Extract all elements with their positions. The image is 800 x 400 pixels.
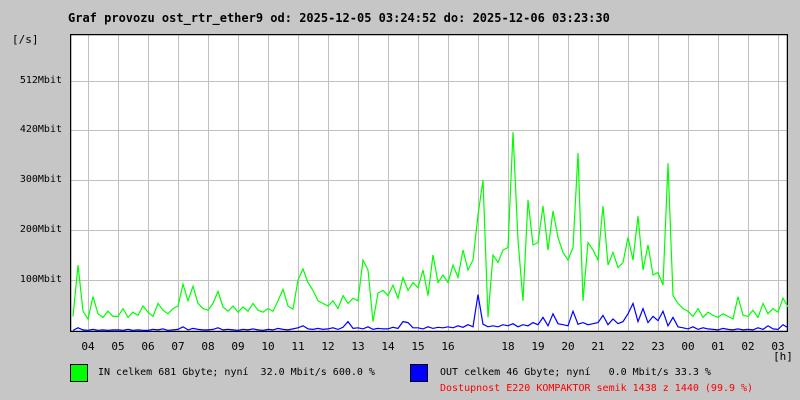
x-tick-label: 14	[381, 340, 395, 353]
x-tick-label: 21	[591, 340, 605, 353]
legend-in-swatch	[70, 364, 88, 382]
y-axis-tick-label-200: 200Mbit	[19, 224, 62, 235]
y-axis-tick-label-300: 300Mbit	[19, 174, 62, 185]
x-tick-label: 18	[501, 340, 515, 353]
y-axis-tick-label-100: 100Mbit	[19, 274, 62, 285]
traffic-chart-svg	[69, 33, 789, 333]
x-tick-label: 23	[651, 340, 665, 353]
out-series-line	[72, 294, 789, 332]
x-tick-label: 16	[441, 340, 455, 353]
x-tick-label: 15	[411, 340, 425, 353]
x-axis-labels: 04 05 06 07 08 09 10 11 12 13 14 15 16 18 19 20 21 22 23 00…	[0, 340, 800, 353]
x-tick-label: 04	[81, 340, 95, 353]
in-series-line	[72, 132, 789, 322]
x-tick-label: 06	[141, 340, 155, 353]
availability-text: Dostupnost E220 KOMPAKTOR semik 1438 z 1…	[440, 383, 754, 394]
x-tick-label: 22	[621, 340, 635, 353]
legend-in-label: IN celkem 681 Gbyte; nyní 32.0 Mbit/s 60…	[98, 367, 375, 378]
x-tick-label: 12	[321, 340, 335, 353]
x-tick-label: 09	[231, 340, 245, 353]
x-tick-label: 03	[771, 340, 785, 353]
legend-out-label: OUT celkem 46 Gbyte; nyní 0.0 Mbit/s 33.…	[440, 367, 711, 378]
x-tick-label: 05	[111, 340, 125, 353]
x-tick-label: 02	[741, 340, 755, 353]
y-axis-unit-label: [/s]	[12, 33, 39, 46]
y-axis-tick-label-420: 420Mbit	[19, 124, 62, 135]
x-tick-label: 19	[531, 340, 545, 353]
graph-title: Graf provozu ost_rtr_ether9 od: 2025-12-…	[68, 11, 610, 25]
legend-out-swatch	[410, 364, 428, 382]
x-tick-label: 11	[291, 340, 305, 353]
x-tick-label: 13	[351, 340, 365, 353]
x-tick-label: 08	[201, 340, 215, 353]
x-tick-label: 20	[561, 340, 575, 353]
x-tick-label: 01	[711, 340, 725, 353]
x-tick-label: 00	[681, 340, 695, 353]
plot-border	[69, 33, 789, 333]
x-axis-unit-label: [h]	[773, 350, 793, 363]
plot-area	[69, 33, 789, 333]
y-axis-tick-label-512: 512Mbit	[19, 75, 62, 86]
x-tick-label: 10	[261, 340, 275, 353]
x-tick-label: 07	[171, 340, 185, 353]
